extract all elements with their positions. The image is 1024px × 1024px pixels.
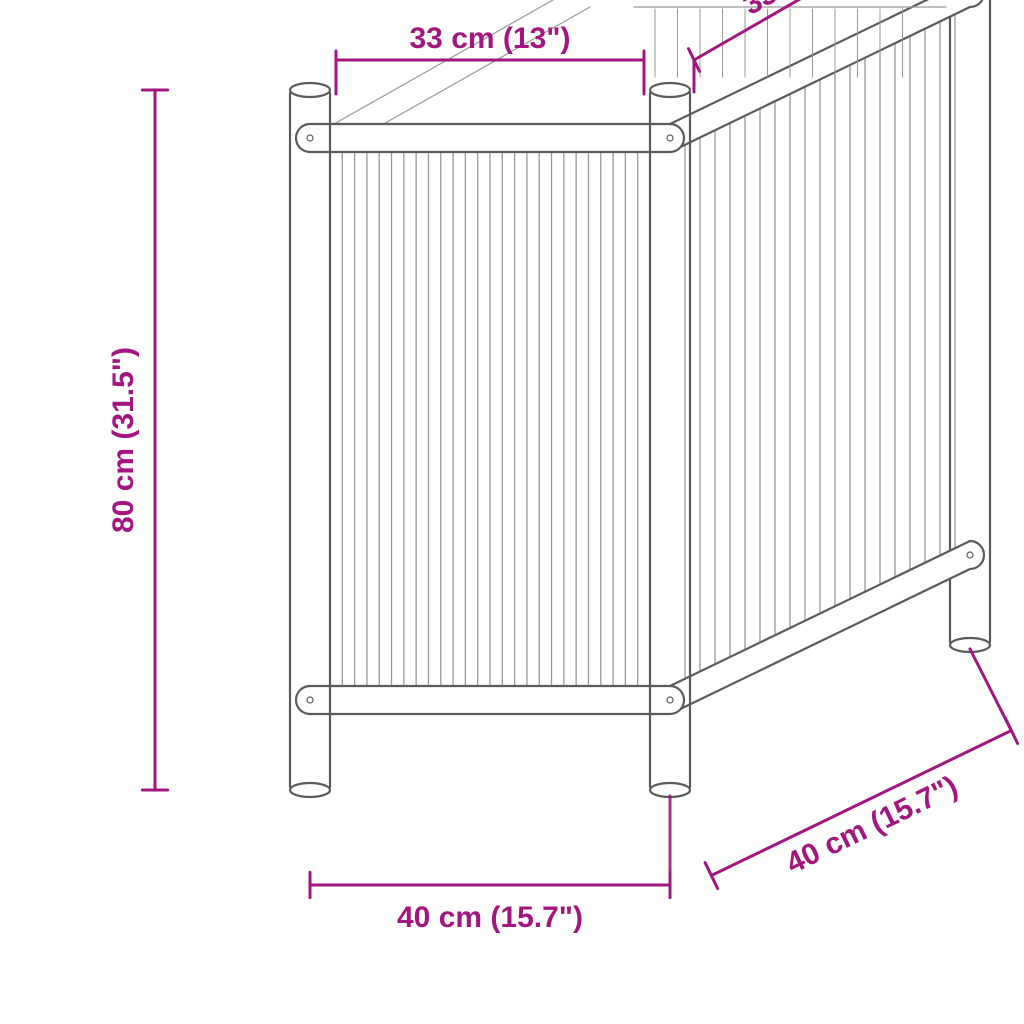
dim-height: 80 cm (31.5") <box>107 90 168 790</box>
dim-width-bottom-label: 40 cm (15.7") <box>397 901 583 934</box>
dim-depth-bottom-label: 40 cm (15.7") <box>781 770 963 881</box>
dimension-diagram: 80 cm (31.5") 40 cm (15.7") 40 cm (15.7") 3… <box>0 0 1024 1024</box>
front-panel <box>296 124 684 714</box>
dim-inner-width: 33 cm (13") <box>336 22 644 94</box>
dim-inner-width-label: 33 cm (13") <box>410 22 571 55</box>
side-panel <box>656 0 984 714</box>
dim-height-label: 80 cm (31.5") <box>107 347 140 533</box>
dim-width-bottom: 40 cm (15.7") <box>310 796 670 934</box>
dim-depth-bottom: 40 cm (15.7") <box>705 649 1018 888</box>
dim-inner-depth-label: 33 cm (13") <box>737 0 893 22</box>
